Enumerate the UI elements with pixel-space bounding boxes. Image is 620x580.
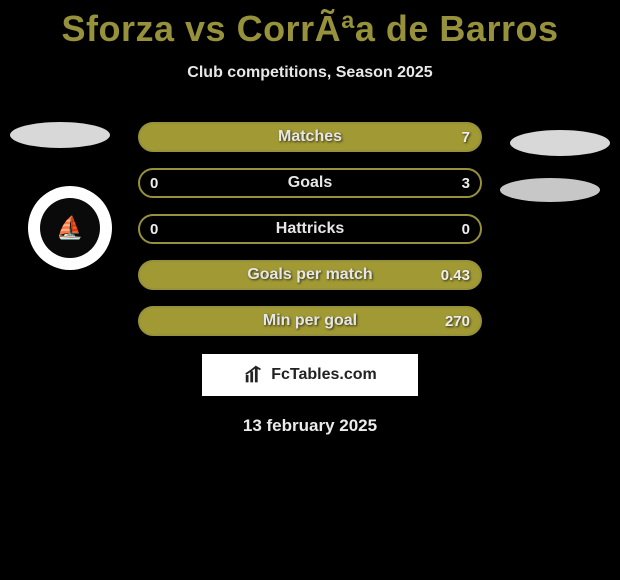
stat-left-value: 0 xyxy=(150,175,158,192)
club-badge-left-inner: ⛵ xyxy=(40,198,100,258)
stat-label: Matches xyxy=(278,128,342,146)
stat-row: 0 Goals 3 xyxy=(138,168,482,198)
stat-right-value: 3 xyxy=(462,175,470,192)
brand-logo: FcTables.com xyxy=(202,354,418,396)
stat-label: Hattricks xyxy=(276,220,344,238)
stat-right-value: 7 xyxy=(462,129,470,146)
stat-right-value: 270 xyxy=(445,313,470,330)
club-badge-left: ⛵ xyxy=(28,186,112,270)
player-photo-right-placeholder xyxy=(510,130,610,156)
comparison-date: 13 february 2025 xyxy=(0,416,620,436)
stat-rows: Matches 7 0 Goals 3 0 Hattricks 0 Goals per matc… xyxy=(138,122,482,336)
comparison-title: Sforza vs CorrÃªa de Barros xyxy=(0,0,620,50)
stat-label: Goals per match xyxy=(247,266,372,284)
stat-row: Goals per match 0.43 xyxy=(138,260,482,290)
stat-row: Min per goal 270 xyxy=(138,306,482,336)
brand-text: FcTables.com xyxy=(271,366,377,384)
stat-area: ⛵ Matches 7 0 Goals 3 0 Hattricks 0 Goals per ma… xyxy=(0,122,620,436)
stat-label: Min per goal xyxy=(263,312,357,330)
stat-right-value: 0 xyxy=(462,221,470,238)
stat-label: Goals xyxy=(288,174,332,192)
player-photo-left-placeholder xyxy=(10,122,110,148)
stat-left-value: 0 xyxy=(150,221,158,238)
stat-row: Matches 7 xyxy=(138,122,482,152)
stat-right-value: 0.43 xyxy=(441,267,470,284)
chart-icon xyxy=(243,364,265,386)
club-badge-right-placeholder xyxy=(500,178,600,202)
stat-row: 0 Hattricks 0 xyxy=(138,214,482,244)
comparison-subtitle: Club competitions, Season 2025 xyxy=(0,64,620,82)
